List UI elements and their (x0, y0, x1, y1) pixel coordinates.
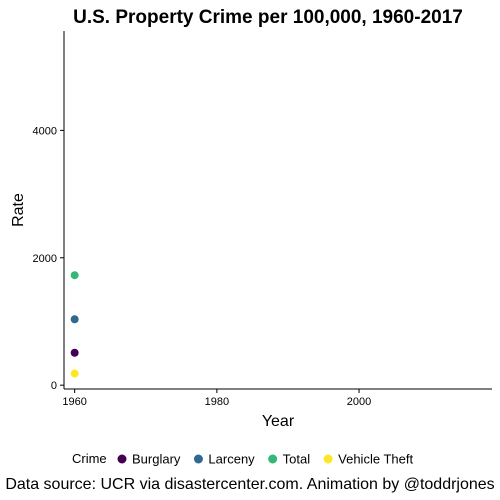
y-ticks: 0 2000 4000 (33, 125, 64, 392)
legend-label-vehicle-theft: Vehicle Theft (338, 452, 413, 467)
plot-area: 1960 1980 2000 0 2000 4000 (33, 31, 492, 408)
chart-title: U.S. Property Crime per 100,000, 1960-20… (73, 7, 463, 28)
legend-title: Crime (72, 451, 107, 466)
legend-key-burglary (117, 454, 127, 464)
point-burglary (70, 348, 79, 357)
point-vehicle-theft (70, 369, 79, 378)
x-tick-label: 1980 (205, 396, 229, 408)
point-larceny (70, 315, 79, 324)
x-axis-title: Year (262, 413, 295, 430)
legend-key-total (268, 454, 278, 464)
legend-key-larceny (193, 454, 203, 464)
caption: Data source: UCR via disastercenter.com.… (5, 476, 494, 493)
legend-label-larceny: Larceny (208, 452, 255, 467)
legend-key-vehicle-theft (323, 454, 333, 464)
y-tick-label: 4000 (33, 125, 57, 137)
data-points (70, 271, 79, 378)
legend-label-burglary: Burglary (132, 452, 181, 467)
y-axis-title: Rate (10, 193, 27, 227)
point-total (70, 271, 79, 280)
legend: Crime Burglary Larceny Total Vehicle Theft (72, 451, 413, 467)
y-tick-label: 2000 (33, 253, 57, 265)
x-tick-label: 1960 (62, 396, 86, 408)
x-tick-label: 2000 (347, 396, 371, 408)
y-tick-label: 0 (51, 380, 57, 392)
x-ticks: 1960 1980 2000 (62, 389, 371, 408)
legend-label-total: Total (283, 452, 311, 467)
